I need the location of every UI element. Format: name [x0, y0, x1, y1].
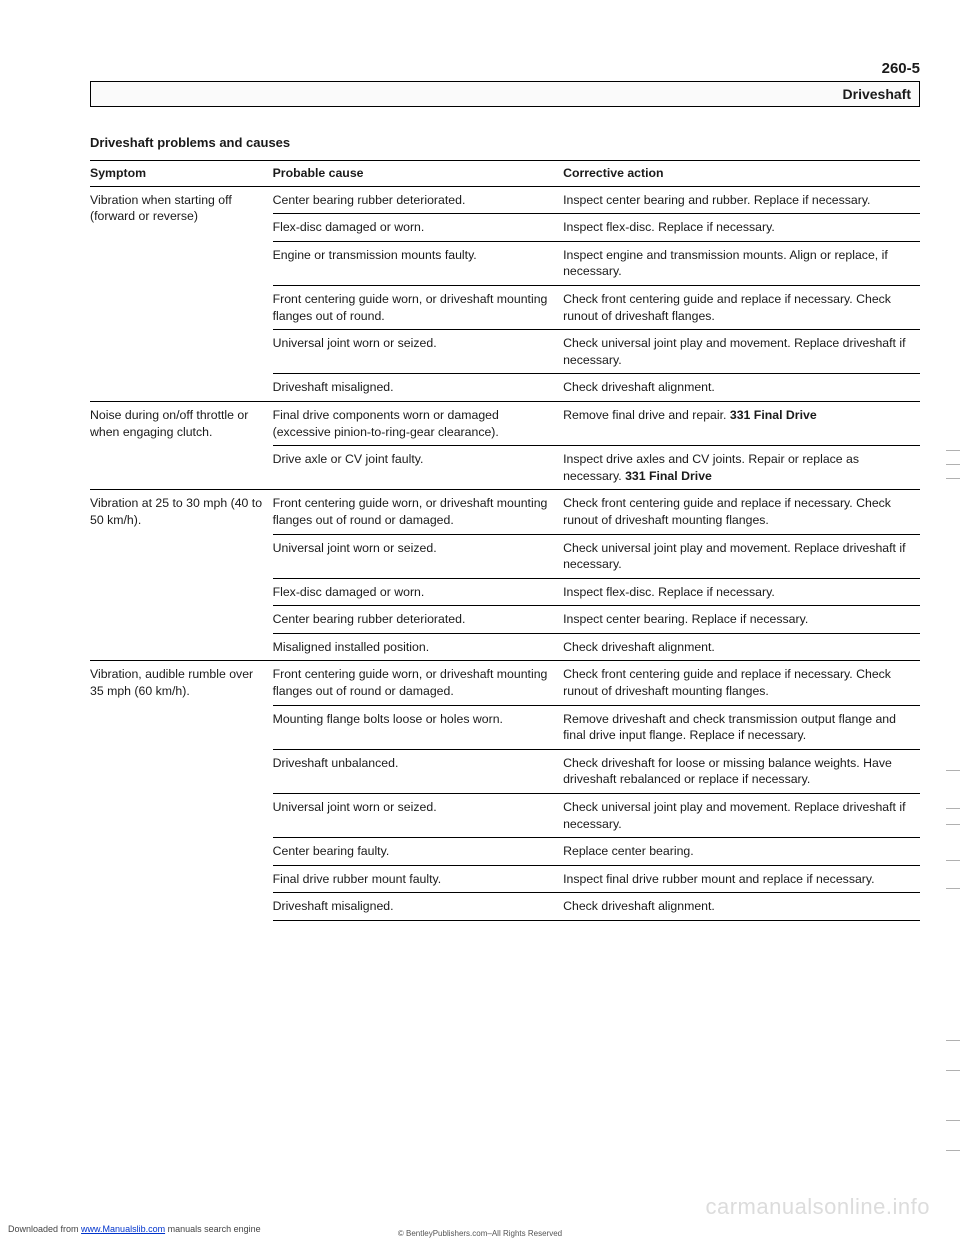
cause-cell: Mounting flange bolts loose or holes wor…	[273, 705, 564, 749]
cause-cell: Flex-disc damaged or worn.	[273, 578, 564, 606]
symptom-cell: Noise during on/off throttle or when eng…	[90, 401, 273, 489]
cause-cell: Driveshaft misaligned.	[273, 374, 564, 402]
cause-cell: Center bearing faulty.	[273, 838, 564, 866]
action-cell: Check driveshaft for loose or missing ba…	[563, 749, 920, 793]
action-cell: Check universal joint play and movement.…	[563, 794, 920, 838]
action-cell: Inspect flex-disc. Replace if necessary.	[563, 578, 920, 606]
action-cell: Check driveshaft alignment.	[563, 893, 920, 921]
cause-cell: Drive axle or CV joint faulty.	[273, 446, 564, 490]
symptom-cell: Vibration, audible rumble over 35 mph (6…	[90, 661, 273, 921]
action-cell: Remove driveshaft and check transmission…	[563, 705, 920, 749]
footer-link[interactable]: www.Manualslib.com	[81, 1224, 165, 1234]
footer-left: Downloaded from www.Manualslib.com manua…	[8, 1224, 261, 1234]
table-row: Vibration, audible rumble over 35 mph (6…	[90, 661, 920, 705]
cause-cell: Final drive rubber mount faulty.	[273, 865, 564, 893]
table-header-row: Symptom Probable cause Corrective action	[90, 161, 920, 187]
action-cell: Inspect engine and transmission mounts. …	[563, 241, 920, 285]
action-cell: Inspect drive axles and CV joints. Repai…	[563, 446, 920, 490]
action-cell: Inspect center bearing. Replace if neces…	[563, 606, 920, 634]
action-cell: Check universal joint play and movement.…	[563, 330, 920, 374]
cause-cell: Universal joint worn or seized.	[273, 534, 564, 578]
page-number: 260-5	[90, 60, 920, 77]
action-cell: Check driveshaft alignment.	[563, 374, 920, 402]
footer-prefix: Downloaded from	[8, 1224, 81, 1234]
cause-cell: Final drive components worn or damaged (…	[273, 401, 564, 445]
footer-center: © BentleyPublishers.com–All Rights Reser…	[398, 1229, 562, 1238]
table-row: Vibration at 25 to 30 mph (40 to 50 km/h…	[90, 490, 920, 534]
action-cell: Inspect flex-disc. Replace if necessary.	[563, 214, 920, 242]
cause-cell: Flex-disc damaged or worn.	[273, 214, 564, 242]
table-row: Noise during on/off throttle or when eng…	[90, 401, 920, 445]
th-symptom: Symptom	[90, 161, 273, 187]
action-cell: Inspect final drive rubber mount and rep…	[563, 865, 920, 893]
cause-cell: Front centering guide worn, or driveshaf…	[273, 661, 564, 705]
diagnosis-table: Symptom Probable cause Corrective action…	[90, 160, 920, 921]
symptom-cell: Vibration when starting off (forward or …	[90, 186, 273, 401]
watermark: carmanualsonline.info	[705, 1194, 930, 1220]
cause-cell: Driveshaft misaligned.	[273, 893, 564, 921]
action-cell: Check universal joint play and movement.…	[563, 534, 920, 578]
cause-cell: Front centering guide worn, or driveshaf…	[273, 285, 564, 329]
cause-cell: Universal joint worn or seized.	[273, 330, 564, 374]
cause-cell: Misaligned installed position.	[273, 633, 564, 661]
th-action: Corrective action	[563, 161, 920, 187]
action-cell: Check driveshaft alignment.	[563, 633, 920, 661]
footer-suffix: manuals search engine	[165, 1224, 261, 1234]
th-cause: Probable cause	[273, 161, 564, 187]
symptom-cell: Vibration at 25 to 30 mph (40 to 50 km/h…	[90, 490, 273, 661]
action-cell: Check front centering guide and replace …	[563, 661, 920, 705]
cause-cell: Engine or transmission mounts faulty.	[273, 241, 564, 285]
header-box: Driveshaft	[90, 81, 920, 107]
action-cell: Inspect center bearing and rubber. Repla…	[563, 186, 920, 214]
section-title: Driveshaft problems and causes	[90, 135, 920, 150]
action-cell: Check front centering guide and replace …	[563, 490, 920, 534]
cause-cell: Universal joint worn or seized.	[273, 794, 564, 838]
cause-cell: Center bearing rubber deteriorated.	[273, 186, 564, 214]
action-cell: Replace center bearing.	[563, 838, 920, 866]
cause-cell: Center bearing rubber deteriorated.	[273, 606, 564, 634]
cause-cell: Driveshaft unbalanced.	[273, 749, 564, 793]
action-cell: Remove final drive and repair. 331 Final…	[563, 401, 920, 445]
action-cell: Check front centering guide and replace …	[563, 285, 920, 329]
table-row: Vibration when starting off (forward or …	[90, 186, 920, 214]
page-content: 260-5 Driveshaft Driveshaft problems and…	[0, 0, 960, 961]
cause-cell: Front centering guide worn, or driveshaf…	[273, 490, 564, 534]
